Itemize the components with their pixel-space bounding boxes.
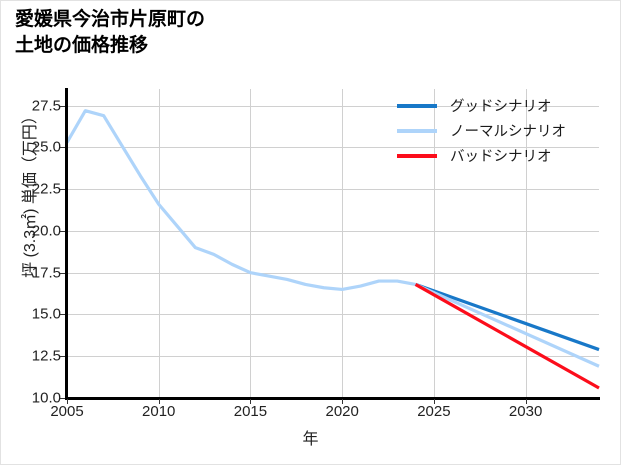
x-tick-label: 2020 [325, 403, 359, 420]
gridline-horizontal [67, 105, 599, 107]
y-tick-mark [60, 105, 65, 107]
series-line [414, 282, 600, 368]
gridline-horizontal [67, 189, 599, 191]
gridline-horizontal [67, 272, 599, 274]
y-tick-label: 10.0 [31, 389, 61, 407]
legend-label: バッドシナリオ [450, 149, 552, 165]
series-line [414, 283, 600, 390]
y-axis-spine [65, 88, 68, 399]
page-title: 愛媛県今治市片原町の 土地の価格推移 [15, 9, 206, 57]
gridline-horizontal [67, 314, 599, 316]
x-tick-label: 2015 [233, 403, 268, 420]
legend-label: ノーマルシナリオ [450, 124, 566, 140]
y-tick-mark [60, 147, 65, 149]
x-tick-mark [67, 399, 68, 404]
series-lines [65, 109, 600, 390]
legend-item[interactable]: グッドシナリオ [397, 93, 607, 118]
x-tick-mark [433, 399, 435, 404]
y-tick-label: 20.0 [31, 222, 61, 240]
gridline-vertical [158, 89, 160, 398]
x-tick-label: 2030 [508, 403, 543, 420]
x-axis-label: 年 [302, 431, 319, 448]
y-tick-label: 27.5 [31, 97, 61, 115]
legend-item[interactable]: ノーマルシナリオ [397, 118, 607, 143]
y-tick-label: 12.5 [31, 347, 61, 365]
x-tick-mark [158, 399, 160, 404]
y-tick-mark [60, 398, 65, 399]
legend-label: グッドシナリオ [450, 99, 552, 115]
y-tick-mark [60, 272, 65, 274]
y-tick-mark [60, 314, 65, 316]
y-tick-label: 25.0 [31, 138, 61, 156]
legend-item[interactable]: バッドシナリオ [397, 143, 607, 168]
x-tick-label: 2025 [417, 403, 451, 420]
x-tick-label: 2010 [142, 403, 176, 420]
y-tick-label: 22.5 [31, 180, 61, 198]
chart-legend: グッドシナリオ ノーマルシナリオ バッドシナリオ [397, 93, 607, 168]
series-line [415, 282, 600, 352]
gridline-horizontal [67, 356, 599, 358]
y-axis-ticks: 27.5 25.0 22.5 20.0 17.5 15.0 12.5 10.0 [1, 1, 65, 464]
y-tick-mark [60, 356, 65, 358]
gridline-vertical [525, 89, 527, 398]
x-tick-mark [250, 399, 252, 404]
legend-color-swatch [397, 103, 437, 108]
y-tick-mark [60, 230, 65, 232]
legend-color-swatch [397, 153, 437, 158]
x-tick-mark [342, 399, 344, 404]
gridline-vertical [433, 89, 435, 398]
y-tick-label: 17.5 [31, 264, 61, 282]
gridline-horizontal [67, 147, 599, 149]
gridline-vertical [342, 89, 344, 398]
y-tick-label: 15.0 [31, 305, 61, 323]
x-axis-spine [65, 397, 600, 400]
y-tick-mark [60, 189, 65, 191]
y-axis-label: 坪 (3.3㎡) 単価（万円） [22, 108, 39, 278]
legend-color-swatch [397, 128, 437, 133]
gridline-horizontal [67, 230, 599, 232]
series-line [65, 109, 416, 292]
x-tick-label: 2005 [50, 403, 84, 420]
x-tick-mark [525, 399, 527, 404]
gridline-vertical [250, 89, 252, 398]
